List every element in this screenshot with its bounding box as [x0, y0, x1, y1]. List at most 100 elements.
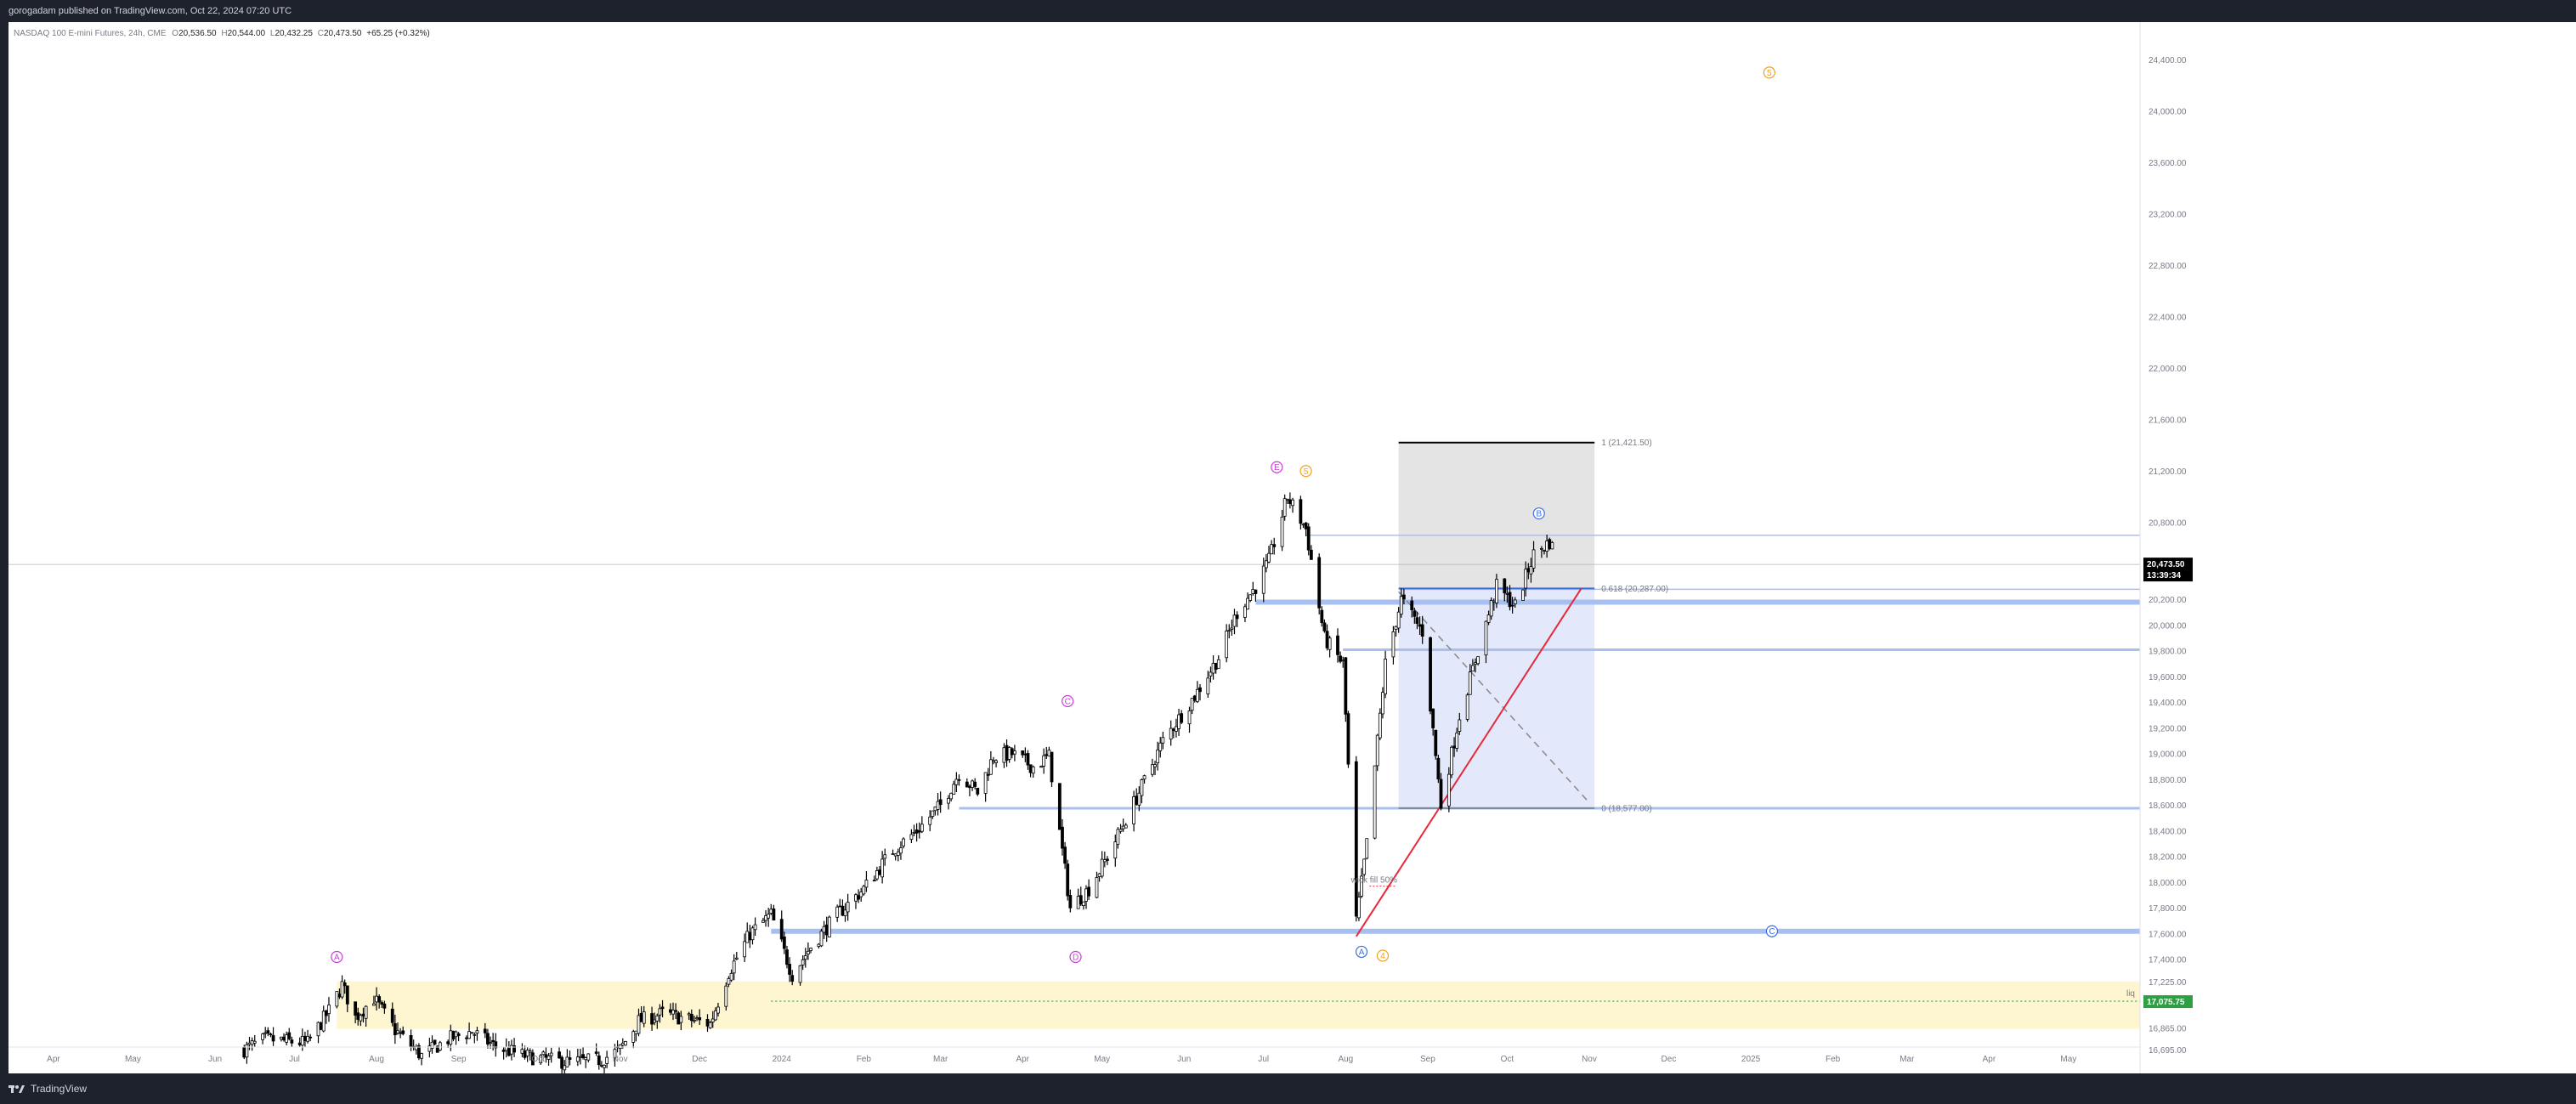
- candle-body: [245, 1044, 249, 1058]
- candle-body: [724, 985, 728, 1007]
- annotations-layer: A C D E 5 4 5 A B C 1 (21,421.50) 0.618 (20,287.00)…: [331, 66, 2135, 999]
- candle-body: [1465, 694, 1469, 720]
- candle: [1153, 761, 1157, 776]
- candle-body: [306, 1035, 309, 1042]
- candle-body: [1026, 753, 1030, 766]
- candle-body: [878, 869, 881, 875]
- candle-body: [242, 1046, 246, 1058]
- candle: [1151, 758, 1154, 778]
- candle: [790, 970, 795, 986]
- candle: [862, 885, 866, 896]
- candle-body: [417, 1045, 421, 1059]
- candle: [1209, 666, 1213, 682]
- price-tick-label: 20,200.00: [2149, 596, 2187, 605]
- candle-body: [949, 792, 954, 800]
- candle-body: [1169, 728, 1173, 740]
- price-tick-label: 18,000.00: [2149, 879, 2187, 888]
- price-chart[interactable]: NASDAQ 100 E-mini Futures, 24h, CME O20,…: [8, 22, 2576, 1073]
- candle-body: [1429, 637, 1432, 712]
- candle-body: [546, 1056, 551, 1060]
- candle-body: [788, 964, 791, 975]
- candle-body: [1151, 764, 1154, 775]
- candle-body: [772, 908, 776, 920]
- candle-body: [952, 784, 956, 795]
- candle-body: [1360, 875, 1363, 897]
- candle-body: [1378, 712, 1382, 739]
- candle: [928, 810, 932, 832]
- candle-body: [372, 1003, 376, 1006]
- candle-body: [520, 1049, 524, 1054]
- candle-body: [489, 1042, 492, 1044]
- candle-body: [1413, 610, 1417, 617]
- candle-body: [252, 1040, 257, 1044]
- candle: [650, 1006, 654, 1032]
- candle: [345, 985, 349, 1012]
- candle-body: [539, 1055, 543, 1063]
- candle: [1299, 495, 1303, 529]
- candle: [931, 810, 935, 819]
- candle-body: [1510, 604, 1514, 607]
- candle-body: [671, 1010, 675, 1015]
- candle: [1391, 626, 1396, 665]
- candle-body: [880, 858, 885, 878]
- wave-label-orange-5: 5: [1763, 66, 1775, 79]
- candle: [1317, 553, 1322, 614]
- candle: [1198, 683, 1202, 701]
- candle-body: [1420, 624, 1424, 637]
- candle: [1235, 611, 1239, 627]
- candle-body: [599, 1065, 603, 1067]
- candle-body: [658, 1008, 662, 1016]
- wave-label-circle: [1763, 66, 1775, 79]
- candle: [891, 849, 895, 855]
- candle: [1510, 597, 1514, 614]
- wave-label-circle: [1271, 461, 1283, 473]
- candle: [1410, 596, 1414, 618]
- time-tick-label: Nov: [1582, 1055, 1597, 1064]
- legend-open: 20,536.50: [178, 29, 217, 38]
- candle-body: [698, 1016, 702, 1021]
- candle: [504, 1038, 508, 1058]
- candle: [965, 778, 969, 788]
- candle: [1013, 744, 1016, 761]
- candle: [575, 1048, 580, 1067]
- candle: [1524, 561, 1528, 597]
- candle: [584, 1056, 588, 1068]
- candle: [263, 1027, 268, 1039]
- tradingview-logo[interactable]: TradingView: [8, 1083, 87, 1095]
- candle-body: [1320, 609, 1324, 623]
- candle: [1415, 611, 1419, 630]
- candle: [377, 994, 382, 1009]
- wave-label-orange-5: 5: [1299, 465, 1312, 478]
- candle-body: [266, 1030, 270, 1033]
- candle-body: [862, 886, 866, 895]
- candle: [914, 823, 919, 842]
- candle-body: [779, 919, 784, 940]
- candle-body: [1486, 614, 1491, 623]
- candle-body: [668, 1009, 672, 1013]
- candle: [655, 1013, 660, 1029]
- candle-body: [1489, 600, 1493, 617]
- candle: [841, 899, 845, 916]
- candle: [917, 822, 921, 839]
- candle-body: [803, 955, 807, 960]
- candle: [327, 997, 331, 1022]
- candle-body: [1079, 895, 1083, 905]
- candle-body: [279, 1036, 283, 1040]
- candle-body: [586, 1053, 591, 1061]
- legend-close: 20,473.50: [324, 29, 362, 38]
- candle: [1002, 743, 1006, 768]
- candle-body: [1282, 498, 1287, 517]
- candle: [250, 1037, 254, 1051]
- candle: [1135, 788, 1139, 806]
- candle-body: [976, 787, 980, 795]
- candle-body: [1264, 560, 1268, 569]
- chart-frame[interactable]: NASDAQ 100 E-mini Futures, 24h, CME O20,…: [8, 22, 2576, 1073]
- candle-body: [1106, 858, 1109, 861]
- candle: [994, 759, 998, 767]
- candle-body: [1028, 764, 1033, 773]
- tradingview-logo-icon: [8, 1085, 25, 1093]
- time-tick-label: Nov: [613, 1055, 628, 1064]
- candle-body: [1135, 795, 1139, 805]
- candle-body: [1375, 734, 1379, 767]
- candle-body: [1434, 729, 1438, 756]
